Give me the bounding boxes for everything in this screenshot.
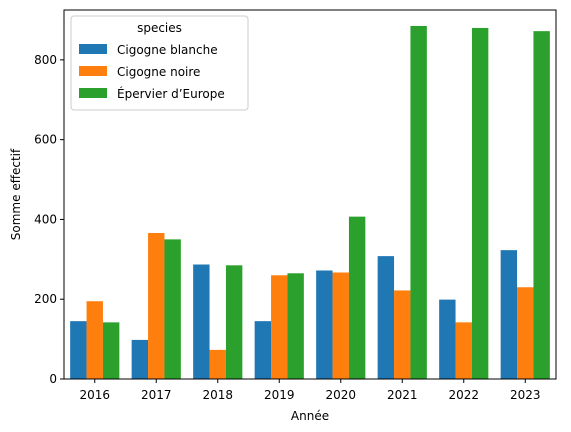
legend-swatch (79, 88, 107, 98)
bar-2020-series-2 (348, 216, 366, 379)
legend-title: species (137, 21, 182, 35)
y-tick-label: 200 (34, 292, 57, 306)
bar-2022-series-1 (455, 322, 472, 379)
bar-2016-series-2 (102, 322, 120, 379)
bar-2023-series-0 (500, 250, 518, 379)
legend-label: Cigogne blanche (117, 43, 218, 57)
legend-label: Épervier d’Europe (117, 86, 225, 101)
bar-2021-series-0 (377, 256, 395, 379)
bar-2020-series-0 (316, 270, 333, 379)
bar-2018-series-1 (209, 349, 226, 379)
legend-box (70, 15, 249, 111)
bar-2018-series-2 (225, 265, 243, 379)
legend-swatch (79, 44, 107, 54)
x-axis-label: Année (291, 409, 329, 423)
x-tick-label: 2018 (202, 388, 233, 402)
x-axis: 2016 2017 2018 2019 2020 2021 2022 2023 (79, 379, 541, 402)
bars-layer (70, 25, 550, 380)
x-tick-label: 2016 (79, 388, 110, 402)
y-tick-label: 400 (34, 212, 57, 226)
y-tick-label: 0 (49, 372, 57, 386)
x-tick-label: 2020 (325, 388, 356, 402)
bar-2019-series-1 (271, 275, 288, 379)
legend: species Cigogne blanche Cigogne noire Éper… (70, 15, 249, 111)
bar-2017-series-0 (131, 339, 149, 379)
bar-2021-series-2 (410, 25, 427, 379)
bar-2017-series-1 (148, 232, 165, 379)
legend-items: Cigogne blanche Cigogne noire Épervier d’E… (79, 43, 225, 101)
x-tick-label: 2021 (387, 388, 418, 402)
bar-2023-series-1 (517, 287, 534, 379)
bar-2020-series-1 (332, 272, 349, 379)
x-tick-label: 2022 (448, 388, 479, 402)
bar-2016-series-1 (86, 301, 103, 379)
legend-swatch (79, 66, 107, 76)
y-axis: 0 200 400 600 800 (34, 53, 64, 386)
bar-2017-series-2 (164, 239, 181, 379)
bar-2022-series-2 (471, 27, 489, 379)
x-tick-label: 2023 (510, 388, 541, 402)
bar-2019-series-0 (254, 321, 272, 379)
bar-2018-series-0 (193, 264, 210, 379)
bar-2023-series-2 (533, 31, 550, 380)
plot-frame (63, 9, 557, 380)
bar-2021-series-1 (394, 290, 411, 379)
y-tick-label: 600 (34, 133, 57, 147)
y-tick-label: 800 (34, 53, 57, 67)
y-axis-label: Somme effectif (9, 148, 23, 240)
bar-2016-series-0 (70, 321, 87, 379)
bar-2019-series-2 (287, 273, 304, 379)
bar-2022-series-0 (439, 299, 456, 379)
legend-label: Cigogne noire (117, 65, 200, 79)
x-tick-label: 2019 (264, 388, 295, 402)
x-tick-label: 2017 (141, 388, 172, 402)
